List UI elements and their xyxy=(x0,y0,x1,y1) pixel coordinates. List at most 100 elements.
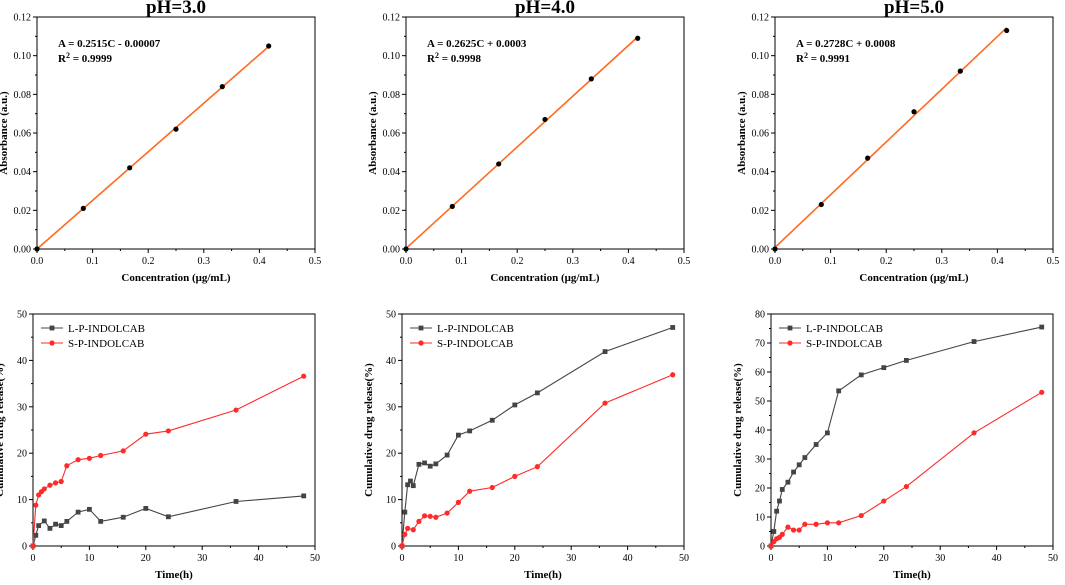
series-2-marker xyxy=(903,483,909,490)
y-tick-label: 50 xyxy=(386,310,396,321)
chart-panel-3: 0.0 0.1 0.2 0.3 0.4 0.5 0.00 0.02 0.04 0.06 0.08 0.… xyxy=(736,0,1059,284)
data-point xyxy=(127,165,133,171)
x-tick-label: 0.5 xyxy=(1047,256,1060,267)
data-point xyxy=(635,35,641,41)
series-2-marker xyxy=(796,527,802,533)
series-1-marker xyxy=(774,508,780,514)
r-squared-symbol: R xyxy=(796,53,805,65)
x-tick-label: 0 xyxy=(400,553,405,564)
r-squared: R2 = 0.9999 xyxy=(58,51,112,65)
series-1-marker xyxy=(813,442,819,447)
fit-equation: A = 0.2728C + 0.0008 xyxy=(796,38,896,50)
series-2-marker xyxy=(881,498,887,504)
y-tick-label: 30 xyxy=(386,402,396,413)
series-2-marker xyxy=(301,373,307,379)
series-2-marker xyxy=(670,372,676,378)
legend: L-P-INDOLCAB S-P-INDOLCAB xyxy=(410,323,514,350)
x-tick-label: 10 xyxy=(453,553,463,564)
x-tick-label: 0.0 xyxy=(31,256,44,267)
x-tick-label: 0.0 xyxy=(769,256,782,267)
legend-marker-1 xyxy=(418,325,424,331)
x-axis-title: Concentration (μg/mL) xyxy=(490,272,600,284)
series-line-2 xyxy=(770,391,1042,547)
y-axis-title: Absorbance (a.u.) xyxy=(0,91,10,175)
series-1-marker xyxy=(408,478,413,484)
series-1-marker xyxy=(836,388,842,394)
series-1-marker xyxy=(779,487,785,492)
series-2-marker xyxy=(971,430,977,436)
series-1-marker xyxy=(903,358,909,363)
series-1-marker xyxy=(36,523,42,528)
chart-panel-1: 0.0 0.1 0.2 0.3 0.4 0.5 0.00 0.02 0.04 0.06 0.08 0.… xyxy=(0,0,321,284)
x-tick-label: 20 xyxy=(141,553,151,564)
legend-marker-2 xyxy=(787,340,793,346)
series-2-marker xyxy=(405,525,411,531)
series-2-marker xyxy=(779,531,785,538)
series-2-marker xyxy=(410,527,416,533)
y-tick-label: 0.02 xyxy=(383,206,401,217)
series-1-marker xyxy=(489,417,495,423)
x-tick-label: 30 xyxy=(197,553,207,564)
data-point xyxy=(80,205,86,211)
series-2-marker xyxy=(33,502,39,508)
y-tick-label: 0.12 xyxy=(383,13,401,24)
series-1-marker xyxy=(47,525,53,531)
series-1-marker xyxy=(777,498,782,504)
r-squared-symbol: R xyxy=(58,53,67,65)
series-2-marker xyxy=(512,473,518,479)
series-1-marker xyxy=(64,519,70,524)
series-2-marker xyxy=(233,407,239,413)
series-2-marker xyxy=(165,428,171,434)
y-tick-label: 50 xyxy=(17,310,27,321)
y-tick-label: 40 xyxy=(17,356,27,367)
x-tick-label: 0.2 xyxy=(511,256,524,267)
series-2-marker xyxy=(421,513,428,519)
data-point xyxy=(911,109,917,115)
series-line-2 xyxy=(401,374,673,547)
y-tick-label: 20 xyxy=(755,484,765,495)
y-tick-label: 0.06 xyxy=(383,129,401,140)
series-1-marker xyxy=(41,518,47,524)
x-tick-label: 0.3 xyxy=(936,256,949,267)
series-2-marker xyxy=(489,484,495,491)
series-1-marker xyxy=(416,461,422,467)
series-line-1 xyxy=(401,326,673,547)
series-2-marker xyxy=(47,482,53,488)
y-tick-label: 70 xyxy=(755,339,765,350)
series-line-2 xyxy=(32,375,304,547)
chart-title: pH=3.0 xyxy=(146,0,206,18)
series-2-marker xyxy=(402,531,408,538)
r-squared-exponent: 2 xyxy=(804,51,808,60)
legend-label-2: S-P-INDOLCAB xyxy=(437,338,513,350)
legend-label-1: L-P-INDOLCAB xyxy=(437,323,514,335)
data-point xyxy=(219,84,225,90)
r-squared-exponent: 2 xyxy=(66,51,70,60)
series-1-marker xyxy=(881,365,887,371)
x-tick-label: 0.1 xyxy=(824,256,837,267)
y-tick-label: 0 xyxy=(391,542,396,553)
y-tick-label: 0.06 xyxy=(14,129,32,140)
data-point xyxy=(1004,27,1010,34)
series-2-marker xyxy=(467,488,473,494)
series-2-marker xyxy=(52,480,59,486)
x-tick-label: 0 xyxy=(769,553,774,564)
x-tick-label: 0.4 xyxy=(991,256,1004,267)
series-1-marker xyxy=(433,461,439,467)
series-2-marker xyxy=(120,448,126,454)
x-tick-label: 50 xyxy=(310,553,320,564)
fit-equation: A = 0.2625C + 0.0003 xyxy=(427,38,527,50)
series-1-marker xyxy=(33,532,39,538)
series-2-marker xyxy=(416,518,422,525)
y-tick-label: 0.04 xyxy=(14,167,32,178)
legend-label-1: L-P-INDOLCAB xyxy=(68,323,145,335)
plot-frame xyxy=(36,16,316,250)
x-tick-label: 10 xyxy=(84,553,94,564)
series-2-marker xyxy=(785,524,791,530)
y-tick-label: 0.04 xyxy=(752,167,770,178)
x-tick-label: 20 xyxy=(510,553,520,564)
series-1-marker xyxy=(791,469,796,475)
series-2-marker xyxy=(802,521,808,527)
series-2-marker xyxy=(444,510,450,516)
y-tick-label: 0.08 xyxy=(14,90,32,101)
data-point xyxy=(173,126,179,132)
